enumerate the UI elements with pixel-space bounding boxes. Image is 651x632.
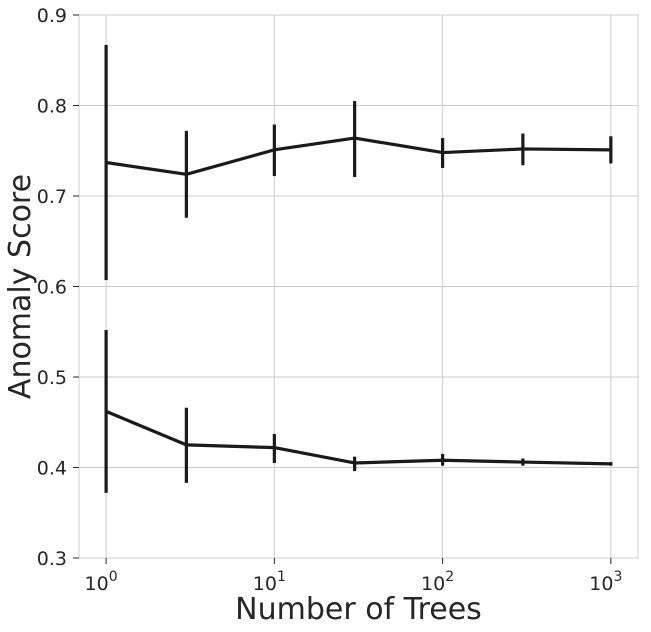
x-tick-label: 102 [421,569,454,595]
x-tick-label: 103 [589,569,622,595]
x-tick-label: 100 [85,569,118,595]
series-lower [104,329,613,493]
x-axis-label: Number of Trees [235,592,482,627]
y-tick-label: 0.7 [37,186,67,208]
axis-ticks: 0.3 0.4 0.5 0.6 0.7 0.8 0.9 100 101 102 103 [37,5,623,595]
y-axis-label: Anomaly Score [3,174,38,399]
series-upper [104,44,613,281]
y-tick-label: 0.8 [37,96,67,118]
grid [79,14,638,559]
y-tick-label: 0.3 [37,548,67,570]
y-tick-label: 0.4 [37,458,67,480]
x-tick-label: 101 [253,569,286,595]
series-line-lower [105,409,611,466]
y-tick-label: 0.9 [37,5,67,27]
y-tick-label: 0.5 [37,367,67,389]
y-tick-label: 0.6 [37,277,67,299]
series-layer [104,44,613,493]
series-line-upper [105,136,611,176]
